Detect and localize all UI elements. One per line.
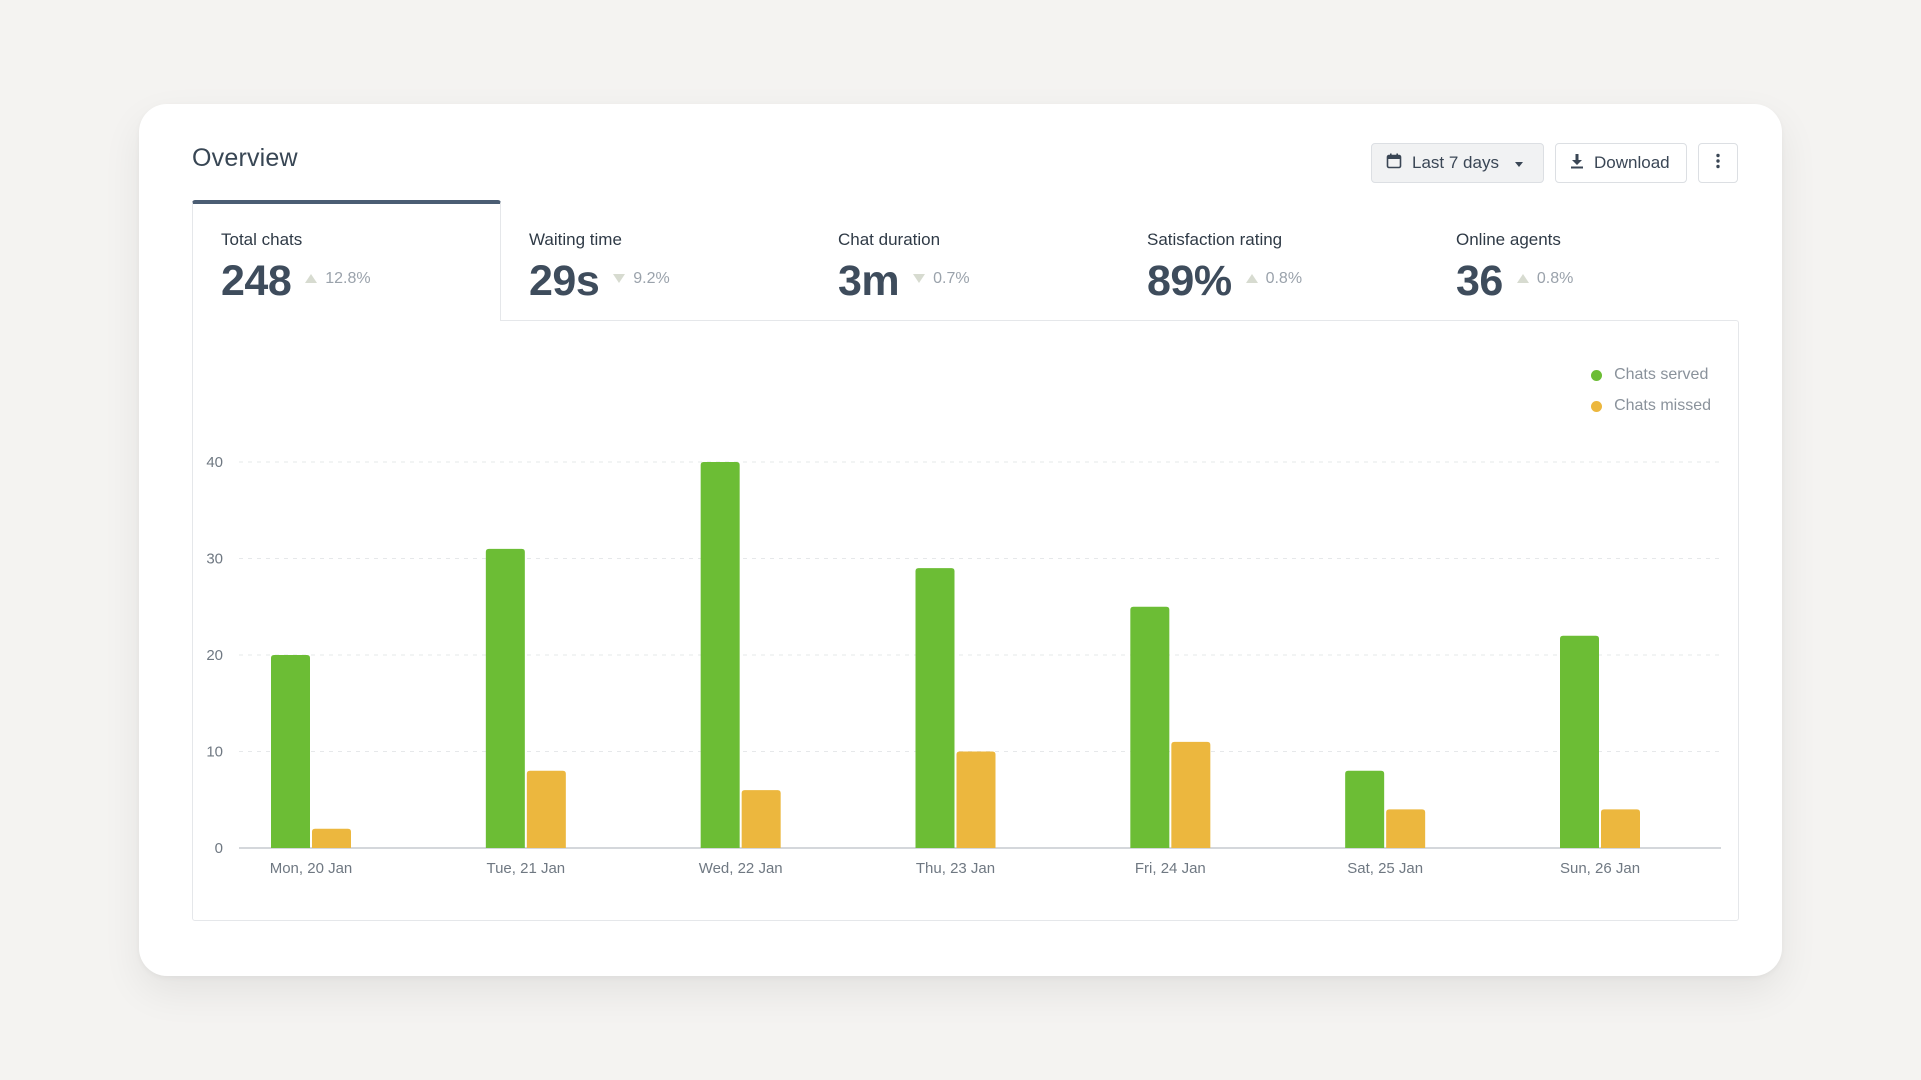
tab-chat-duration[interactable]: Chat duration 3m 0.7% [810, 200, 1119, 320]
x-tick-label: Mon, 20 Jan [270, 860, 353, 877]
tab-total-chats[interactable]: Total chats 248 12.8% [192, 200, 501, 321]
change-indicator: 0.8% [1245, 269, 1303, 288]
page-title: Overview [192, 144, 298, 172]
y-tick-label: 30 [206, 551, 223, 568]
bar-chart: 0 10 20 30 40 Mon, 20 Jan Tue, 21 Jan Wed, 22 J… [206, 454, 1721, 877]
tab-label: Satisfaction rating [1147, 230, 1283, 249]
bar-chats-missed [526, 770, 566, 848]
change-value: 0.8% [1536, 269, 1574, 287]
bar-chats-served [485, 548, 525, 848]
y-tick-label: 10 [206, 744, 223, 761]
change-value: 9.2% [633, 269, 670, 287]
download-button[interactable]: Download [1555, 143, 1687, 183]
legend-item-missed[interactable]: Chats missed [1591, 397, 1711, 415]
legend-label: Chats missed [1614, 397, 1711, 414]
trend-down-icon [913, 274, 926, 283]
tab-label: Waiting time [529, 230, 622, 249]
caret-down-icon [1514, 153, 1523, 173]
trend-up-icon [305, 274, 318, 283]
bar-chats-served [1560, 635, 1599, 848]
bar-chats-missed [956, 751, 996, 848]
tab-value: 3m [838, 257, 900, 305]
x-tick-label: Thu, 23 Jan [916, 860, 995, 877]
trend-up-icon [1245, 274, 1258, 283]
more-options-button[interactable] [1698, 143, 1738, 183]
change-value: 0.8% [1265, 269, 1303, 287]
x-tick-label: Tue, 21 Jan [486, 860, 565, 877]
tab-label: Online agents [1456, 230, 1561, 249]
bar-chats-missed [312, 828, 351, 848]
download-label: Download [1594, 153, 1670, 172]
y-tick-label: 20 [206, 647, 223, 664]
metric-tabs: Total chats 248 12.8% Waiting time 29s 9… [192, 200, 1739, 321]
trend-up-icon [1516, 274, 1529, 283]
tab-online-agents[interactable]: Online agents 36 0.8% [1428, 200, 1737, 320]
date-range-label: Last 7 days [1412, 153, 1499, 172]
bar-chats-missed [741, 790, 781, 848]
bar-chats-served [915, 568, 955, 848]
chart-legend: Chats served Chats missed [1591, 366, 1711, 428]
change-indicator: 9.2% [613, 269, 670, 288]
bar-chats-served [1345, 770, 1385, 848]
change-value: 0.7% [933, 269, 970, 287]
bar-chats-served [1130, 606, 1170, 848]
x-tick-label: Sun, 26 Jan [1560, 860, 1640, 877]
trend-down-icon [613, 274, 626, 283]
bar-chats-missed [1386, 809, 1426, 848]
calendar-icon [1386, 153, 1402, 174]
change-value: 12.8% [325, 269, 371, 287]
tab-waiting-time[interactable]: Waiting time 29s 9.2% [501, 200, 810, 320]
legend-dot-served [1591, 369, 1603, 381]
bar-chats-served [271, 655, 310, 848]
kebab-menu-icon [1716, 153, 1720, 174]
change-indicator: 0.8% [1516, 269, 1574, 288]
tab-satisfaction-rating[interactable]: Satisfaction rating 89% 0.8% [1119, 200, 1428, 320]
y-tick-label: 0 [215, 840, 223, 857]
tab-value: 29s [529, 257, 600, 305]
overview-card: Overview Last 7 days Download Total chat… [139, 104, 1782, 976]
download-icon [1570, 153, 1584, 174]
legend-item-served[interactable]: Chats served [1591, 366, 1711, 384]
date-range-button[interactable]: Last 7 days [1371, 143, 1544, 183]
bar-chats-missed [1171, 741, 1211, 848]
bar-chats-served [700, 462, 740, 848]
tab-value: 248 [221, 257, 292, 305]
tab-label: Chat duration [838, 230, 941, 249]
change-indicator: 0.7% [913, 269, 970, 288]
x-tick-label: Sat, 25 Jan [1347, 860, 1423, 877]
legend-dot-missed [1591, 400, 1603, 412]
x-tick-label: Wed, 22 Jan [699, 860, 783, 877]
bar-chats-missed [1601, 809, 1640, 848]
tab-value: 36 [1456, 257, 1503, 305]
y-tick-label: 40 [206, 454, 223, 471]
toolbar: Last 7 days Download [1371, 143, 1738, 183]
chart-panel: Chats served Chats missed 0 10 20 30 40 Mon, … [192, 320, 1739, 921]
legend-label: Chats served [1614, 366, 1709, 383]
tab-label: Total chats [221, 230, 303, 249]
tab-value: 89% [1147, 257, 1232, 305]
x-tick-label: Fri, 24 Jan [1135, 860, 1206, 877]
change-indicator: 12.8% [305, 269, 371, 288]
